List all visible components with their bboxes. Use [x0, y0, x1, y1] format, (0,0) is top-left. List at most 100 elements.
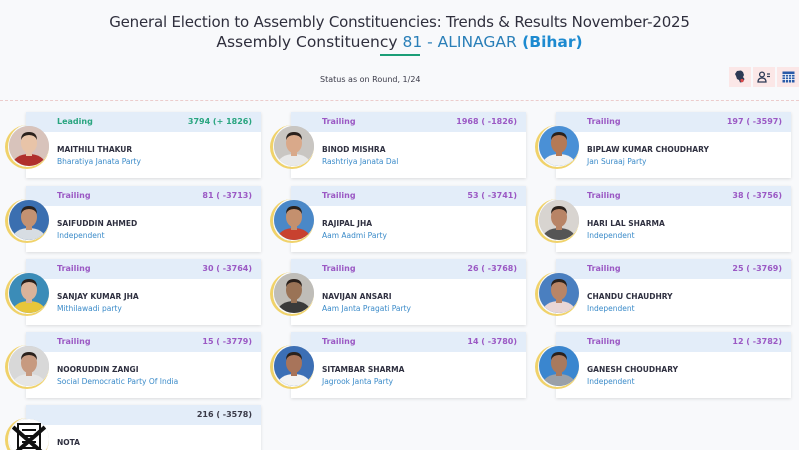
candidate-name[interactable]: SANJAY KUMAR JHA [57, 292, 139, 301]
user-list-icon [757, 68, 771, 87]
candidate-panel: Trailing 1968 ( -1826) BINOD MISHRA Rash… [291, 112, 526, 178]
candidate-status: Trailing [322, 337, 356, 346]
candidate-name[interactable]: CHANDU CHAUDHRY [587, 292, 673, 301]
candidate-card[interactable]: Trailing 26 ( -3768) NAVIJAN ANSARI Aam … [266, 259, 528, 325]
avatar-ring [535, 199, 579, 243]
vote-count: 216 ( -3578) [196, 410, 252, 419]
candidate-photo [539, 126, 579, 166]
candidate-status: Trailing [587, 264, 621, 273]
constituency-separator: - [422, 33, 438, 51]
vote-count: 12 ( -3782) [732, 337, 782, 346]
candidate-name[interactable]: SAIFUDDIN AHMED [57, 219, 138, 228]
candidate-name[interactable]: BIPLAW KUMAR CHOUDHARY [587, 145, 709, 154]
candidate-name[interactable]: SITAMBAR SHARMA [322, 365, 405, 374]
party-name: Jan Suraaj Party [587, 157, 647, 166]
candidate-status: Trailing [587, 117, 621, 126]
candidate-card[interactable]: Trailing 53 ( -3741) RAJIPAL JHA Aam Aad… [266, 186, 528, 252]
candidate-name[interactable]: RAJIPAL JHA [322, 219, 373, 228]
candidate-status: Trailing [57, 337, 91, 346]
candidate-photo [9, 200, 49, 240]
party-name: Independent [57, 231, 105, 240]
candidate-status: Trailing [57, 264, 91, 273]
title-underline [380, 54, 420, 56]
vote-count: 14 ( -3780) [467, 337, 517, 346]
candidate-status: Trailing [322, 264, 356, 273]
candidate-status: Trailing [587, 337, 621, 346]
avatar-ring [270, 125, 314, 169]
header-divider [0, 100, 799, 101]
avatar-ring [270, 345, 314, 389]
avatar-ring [5, 418, 49, 450]
candidate-list-button[interactable] [753, 67, 775, 87]
candidate-name[interactable]: HARI LAL SHARMA [587, 219, 665, 228]
party-name: Rashtriya Janata Dal [322, 157, 399, 166]
candidate-panel: 216 ( -3578) NOTA None of the Above [26, 405, 261, 450]
constituency-prefix: Assembly Constituency [216, 33, 403, 51]
candidate-name[interactable]: BINOD MISHRA [322, 145, 386, 154]
candidate-panel: Trailing 81 ( -3713) SAIFUDDIN AHMED Ind… [26, 186, 261, 252]
candidate-panel: Trailing 38 ( -3756) HARI LAL SHARMA Ind… [556, 186, 791, 252]
candidate-status: Trailing [587, 191, 621, 200]
party-name: Social Democratic Party Of India [57, 377, 179, 386]
candidate-name[interactable]: NOTA [57, 438, 80, 447]
avatar-ring [5, 345, 49, 389]
vote-count: 53 ( -3741) [467, 191, 517, 200]
candidate-photo [9, 126, 49, 166]
candidate-photo [539, 346, 579, 386]
candidate-name[interactable]: NOORUDDIN ZANGI [57, 365, 139, 374]
status-band: Leading 3794 (+ 1826) [26, 112, 261, 132]
party-name: Independent [587, 304, 635, 313]
candidate-card[interactable]: Trailing 15 ( -3779) NOORUDDIN ZANGI Soc… [1, 332, 263, 398]
candidate-status: Trailing [322, 117, 356, 126]
candidate-name[interactable]: MAITHILI THAKUR [57, 145, 133, 154]
candidate-card[interactable]: Trailing 197 ( -3597) BIPLAW KUMAR CHOUD… [531, 112, 793, 178]
map-view-button[interactable] [729, 67, 751, 87]
status-band: Trailing 12 ( -3782) [556, 332, 791, 352]
candidate-card[interactable]: Trailing 1968 ( -1826) BINOD MISHRA Rash… [266, 112, 528, 178]
candidate-name[interactable]: NAVIJAN ANSARI [322, 292, 392, 301]
nota-symbol-icon [9, 419, 49, 450]
candidate-photo [9, 273, 49, 313]
status-band: Trailing 30 ( -3764) [26, 259, 261, 279]
view-toolbar [729, 67, 799, 87]
vote-count: 15 ( -3779) [202, 337, 252, 346]
status-band: 216 ( -3578) [26, 405, 261, 425]
avatar-ring [5, 199, 49, 243]
avatar-ring [535, 125, 579, 169]
constituency-number: 81 [402, 33, 423, 51]
state-name: (Bihar) [516, 33, 583, 51]
candidate-card[interactable]: Trailing 38 ( -3756) HARI LAL SHARMA Ind… [531, 186, 793, 252]
candidate-photo [539, 273, 579, 313]
table-view-button[interactable] [777, 67, 799, 87]
status-band: Trailing 53 ( -3741) [291, 186, 526, 206]
avatar-ring [5, 272, 49, 316]
status-band: Trailing 14 ( -3780) [291, 332, 526, 352]
candidate-name[interactable]: GANESH CHOUDHARY [587, 365, 678, 374]
party-name: Mithilawadi party [57, 304, 122, 313]
vote-count: 25 ( -3769) [732, 264, 782, 273]
table-icon [782, 68, 795, 87]
page-title: General Election to Assembly Constituenc… [109, 13, 690, 31]
candidate-photo [539, 200, 579, 240]
avatar-ring [5, 125, 49, 169]
candidate-card[interactable]: Trailing 81 ( -3713) SAIFUDDIN AHMED Ind… [1, 186, 263, 252]
candidate-photo [274, 346, 314, 386]
avatar-ring [535, 345, 579, 389]
party-name: Aam Aadmi Party [322, 231, 387, 240]
party-name: Bharatiya Janata Party [57, 157, 141, 166]
candidate-card[interactable]: 216 ( -3578) NOTA None of the Above [1, 405, 263, 450]
status-band: Trailing 25 ( -3769) [556, 259, 791, 279]
candidate-photo [274, 126, 314, 166]
candidate-card[interactable]: Trailing 12 ( -3782) GANESH CHOUDHARY In… [531, 332, 793, 398]
avatar-ring [535, 272, 579, 316]
status-band: Trailing 26 ( -3768) [291, 259, 526, 279]
candidate-status: Leading [57, 117, 93, 126]
candidate-card[interactable]: Leading 3794 (+ 1826) MAITHILI THAKUR Bh… [1, 112, 263, 178]
candidate-panel: Trailing 197 ( -3597) BIPLAW KUMAR CHOUD… [556, 112, 791, 178]
vote-count: 197 ( -3597) [726, 117, 782, 126]
candidate-card[interactable]: Trailing 30 ( -3764) SANJAY KUMAR JHA Mi… [1, 259, 263, 325]
vote-count: 30 ( -3764) [202, 264, 252, 273]
status-band: Trailing 1968 ( -1826) [291, 112, 526, 132]
candidate-card[interactable]: Trailing 25 ( -3769) CHANDU CHAUDHRY Ind… [531, 259, 793, 325]
candidate-card[interactable]: Trailing 14 ( -3780) SITAMBAR SHARMA Jag… [266, 332, 528, 398]
